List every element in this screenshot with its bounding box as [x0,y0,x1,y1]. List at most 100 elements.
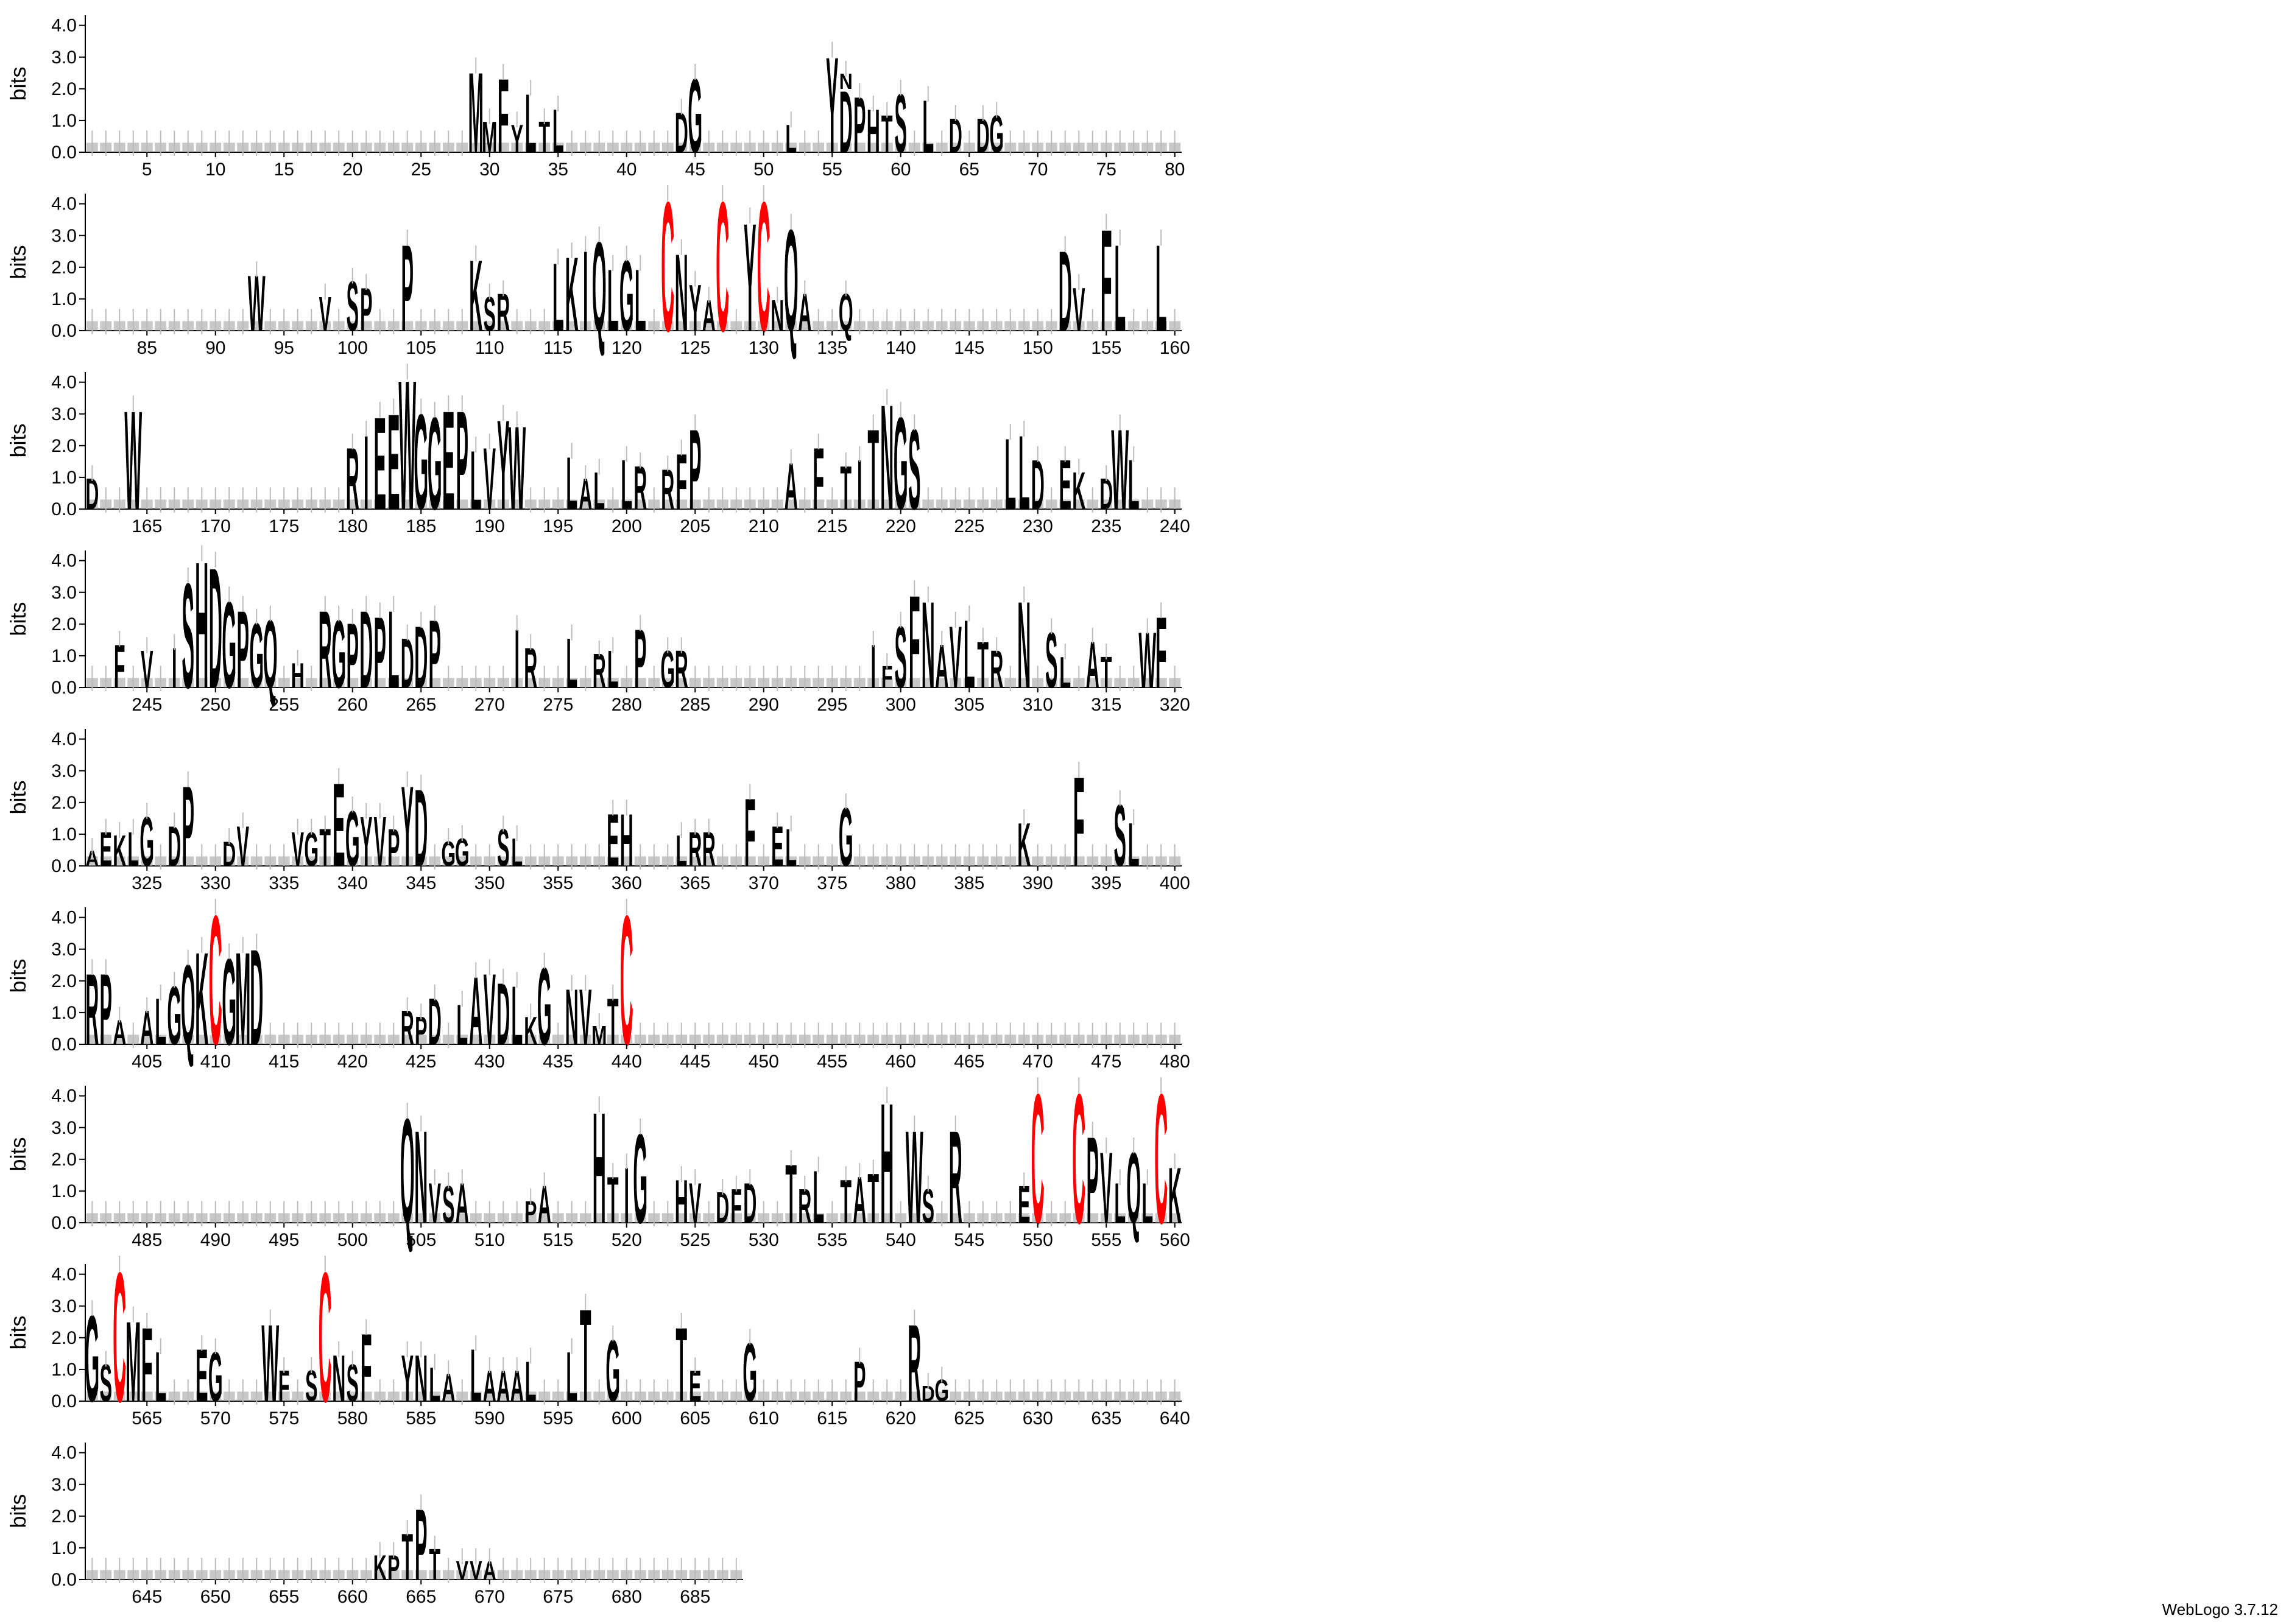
y-tick-label: 2.0 [51,79,77,99]
residue-stack [415,1213,427,1223]
residue-L-566: L [155,1337,166,1416]
residue-T-536: T [840,1167,852,1236]
residue-E-322: E [100,821,112,876]
y-tick-label: 2.0 [51,1328,77,1348]
residue-stack [977,678,989,687]
residue-stack [347,856,359,866]
x-tick-label: 560 [1160,1230,1190,1250]
residue-D-64: D [949,108,962,163]
x-tick-label: 30 [479,160,499,180]
x-tick-label: 320 [1160,695,1190,715]
residue-E-569: E [196,1334,208,1417]
residue-stack [799,1213,811,1223]
residue-T-538: T [867,1159,879,1238]
residue-stack [223,678,235,687]
residue-F-369: F [744,779,756,887]
residue-I-217: I [857,445,862,524]
residue-K-389: K [1017,810,1031,879]
residue-stack [950,1213,962,1223]
y-tick-label: 3.0 [51,404,77,424]
x-tick-label: 225 [954,516,984,536]
residue-A-303: A [935,631,948,701]
x-tick-label: 550 [1023,1230,1053,1250]
y-tick-label: 2.0 [51,793,77,813]
residue-stack [867,1213,880,1223]
x-tick-label: 365 [680,873,710,893]
residue-stack [100,1035,112,1044]
residue-A-591: A [496,1362,510,1411]
residue-stack [387,1570,400,1580]
residue-L-432: L [511,969,523,1063]
x-tick-label: 345 [406,873,436,893]
residue-Y-125: Y [689,271,701,345]
residue-stack [86,856,98,866]
residue-P-188: P [456,382,468,539]
residue-stack [113,1391,125,1401]
x-tick-label: 405 [132,1052,162,1072]
residue-L-324: L [127,821,139,876]
residue-stack [497,856,509,866]
x-tick-label: 470 [1023,1052,1053,1072]
residue-D-265: D [414,608,428,707]
residue-stack [401,1570,414,1580]
residue-stack [744,1213,756,1223]
residue-D-345: D [414,767,428,890]
y-tick-label: 1.0 [51,1181,77,1201]
residue-S-300: S [895,608,907,707]
residue-P-425: P [415,1008,427,1053]
x-tick-label: 390 [1023,873,1053,893]
residue-stack [566,321,578,331]
x-tick-label: 670 [474,1587,505,1607]
residue-A-321: A [85,847,99,871]
residue-stack [675,856,688,866]
residue-G-609: G [742,1326,757,1419]
residue-C-559: C [1154,1056,1168,1262]
x-tick-label: 650 [200,1587,231,1607]
residue-stack [237,678,249,687]
y-tick-label: 0.0 [51,1570,77,1590]
residue-R-307: R [990,639,1003,698]
residue-P-617: P [853,1349,866,1413]
residue-V-336: V [292,821,304,876]
residue-stack [840,1213,852,1223]
residue-P-262: P [374,597,386,709]
residue-stack [1100,499,1112,509]
residue-I-117: I [583,227,588,356]
residue-L-534: L [813,1155,824,1239]
residue-stack [1059,321,1071,331]
residue-stack [579,1035,591,1044]
residue-S-562: S [100,1353,112,1412]
y-axis-title: bits [5,66,30,100]
residue-L-229: L [1018,414,1030,532]
y-tick-label: 3.0 [51,1296,77,1316]
residue-stack [347,499,359,509]
x-tick-label: 295 [817,695,847,715]
residue-stack [141,1391,153,1401]
residue-stack [456,1570,468,1580]
x-tick-label: 185 [406,516,436,536]
residue-V-190: V [484,430,496,529]
residue-Y-341: Y [360,802,372,881]
residue-T-306: T [977,628,989,701]
residue-Q-132: Q [784,200,799,362]
residue-stack [415,1570,427,1580]
residue-stack [1155,1213,1167,1223]
x-tick-label: 665 [406,1587,436,1607]
y-tick-label: 2.0 [51,971,77,991]
x-tick-label: 75 [1096,160,1116,180]
residue-D-331: D [222,834,236,873]
x-tick-label: 180 [337,516,368,536]
residue-I-298: I [871,631,876,701]
residue-stack [799,321,811,331]
residue-stack [456,1213,468,1223]
residue-D-529: D [743,1171,757,1235]
residue-G-45: G [688,57,702,175]
residue-stack [347,321,359,331]
residue-N-309: N [1017,576,1031,714]
residue-T-338: T [319,818,331,877]
residue-stack [1100,321,1112,331]
x-tick-label: 610 [749,1408,779,1429]
residue-stack [634,321,646,331]
x-tick-label: 175 [269,516,299,536]
residue-P-266: P [429,600,441,709]
